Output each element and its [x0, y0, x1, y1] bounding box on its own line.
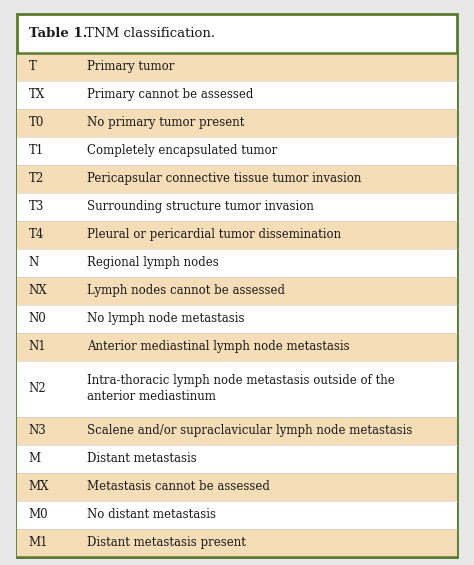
Text: Distant metastasis present: Distant metastasis present: [87, 536, 246, 549]
Text: T4: T4: [28, 228, 44, 241]
Bar: [17, 81, 457, 108]
Text: Completely encapsulated tumor: Completely encapsulated tumor: [87, 144, 277, 157]
Bar: [17, 528, 457, 557]
Bar: [17, 220, 457, 249]
Text: No primary tumor present: No primary tumor present: [87, 116, 244, 129]
Text: No distant metastasis: No distant metastasis: [87, 508, 216, 521]
Text: Regional lymph nodes: Regional lymph nodes: [87, 256, 219, 269]
Text: anterior mediastinum: anterior mediastinum: [87, 390, 216, 403]
Text: N2: N2: [28, 382, 46, 395]
Text: Lymph nodes cannot be assessed: Lymph nodes cannot be assessed: [87, 284, 284, 297]
Text: Table 1.: Table 1.: [28, 27, 87, 40]
Text: Distant metastasis: Distant metastasis: [87, 452, 196, 465]
Text: N1: N1: [28, 340, 46, 353]
Text: NX: NX: [28, 284, 47, 297]
Text: M: M: [28, 452, 41, 465]
Text: Primary tumor: Primary tumor: [87, 60, 174, 73]
Bar: [17, 472, 457, 501]
Bar: [17, 333, 457, 360]
Text: Primary cannot be assessed: Primary cannot be assessed: [87, 88, 253, 101]
Bar: [17, 416, 457, 445]
Bar: [17, 164, 457, 193]
Bar: [17, 305, 457, 333]
Text: N: N: [28, 256, 39, 269]
Text: T1: T1: [28, 144, 44, 157]
Text: TNM classification.: TNM classification.: [81, 27, 215, 40]
Bar: [17, 445, 457, 472]
Bar: [17, 193, 457, 220]
Text: T0: T0: [28, 116, 44, 129]
Text: T2: T2: [28, 172, 44, 185]
Text: TX: TX: [28, 88, 45, 101]
Text: Surrounding structure tumor invasion: Surrounding structure tumor invasion: [87, 200, 313, 213]
Bar: [17, 501, 457, 528]
Bar: [17, 249, 457, 276]
Text: M1: M1: [28, 536, 48, 549]
Text: Metastasis cannot be assessed: Metastasis cannot be assessed: [87, 480, 269, 493]
Text: Pericapsular connective tissue tumor invasion: Pericapsular connective tissue tumor inv…: [87, 172, 361, 185]
Text: No lymph node metastasis: No lymph node metastasis: [87, 312, 244, 325]
Text: Anterior mediastinal lymph node metastasis: Anterior mediastinal lymph node metastas…: [87, 340, 349, 353]
Text: MX: MX: [28, 480, 49, 493]
Text: Pleural or pericardial tumor dissemination: Pleural or pericardial tumor disseminati…: [87, 228, 341, 241]
Bar: [17, 108, 457, 137]
Bar: [17, 137, 457, 164]
Text: Intra-thoracic lymph node metastasis outside of the: Intra-thoracic lymph node metastasis out…: [87, 373, 394, 386]
Text: T: T: [28, 60, 36, 73]
Text: T3: T3: [28, 200, 44, 213]
Text: N0: N0: [28, 312, 46, 325]
Bar: [17, 360, 457, 416]
Text: Scalene and/or supraclavicular lymph node metastasis: Scalene and/or supraclavicular lymph nod…: [87, 424, 412, 437]
Bar: [17, 276, 457, 305]
Bar: [17, 53, 457, 81]
Text: N3: N3: [28, 424, 46, 437]
Text: M0: M0: [28, 508, 48, 521]
